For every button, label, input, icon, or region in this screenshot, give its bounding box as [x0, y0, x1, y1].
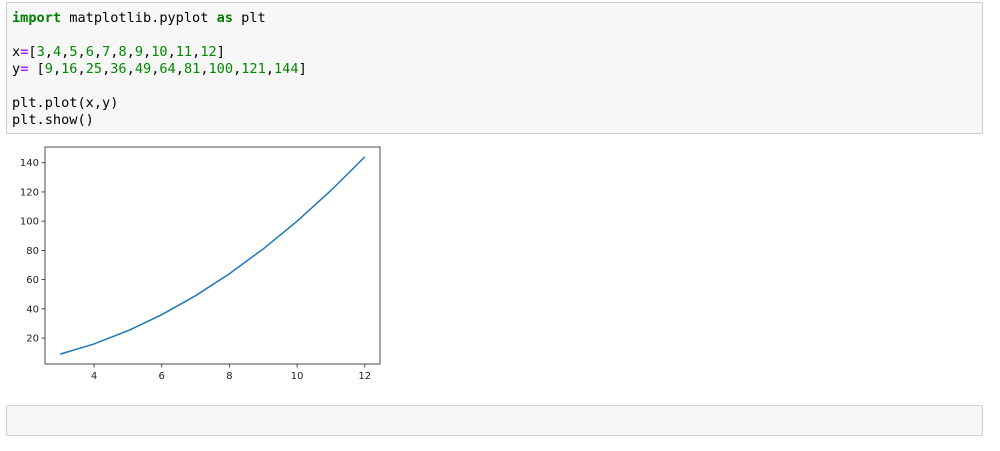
code-token: 9 [134, 44, 143, 60]
series-line [60, 156, 366, 355]
code-line: plt.plot(x,y) [12, 95, 982, 112]
code-token: , [151, 61, 160, 77]
code-token: matplotlib.pyplot [61, 10, 217, 26]
code-token: , [44, 44, 53, 60]
code-token: 25 [85, 61, 103, 77]
code-token: 36 [110, 61, 127, 77]
code-token: 8 [118, 44, 127, 60]
code-editor[interactable]: import matplotlib.pyplot as plt x=[3,4,5,… [7, 3, 982, 129]
code-token: 121 [241, 61, 266, 77]
code-token: [ [28, 44, 37, 60]
code-token: plt [232, 10, 266, 26]
code-token: import [12, 10, 62, 26]
code-token: 100 [208, 61, 234, 77]
x-tick-label: 8 [226, 371, 232, 382]
code-token: ] [216, 44, 225, 60]
line-chart: 4 6 8 10 12 20 40 60 80 100 120 140 [20, 146, 381, 382]
code-token: , [192, 44, 201, 60]
axes-frame [44, 146, 381, 365]
code-token: [ [28, 61, 45, 77]
code-token: = [20, 44, 29, 60]
code-line: y= [9,16,25,36,49,64,81,100,121,144] [12, 61, 982, 78]
y-tick-label: 140 [20, 158, 39, 169]
code-token: plt.plot(x,y) [12, 95, 119, 111]
code-token: , [77, 61, 86, 77]
code-token: ] [298, 61, 307, 77]
code-token: plt.show() [12, 112, 94, 128]
code-token: y [12, 61, 21, 77]
code-token: , [200, 61, 209, 77]
code-token: 3 [36, 44, 45, 60]
code-token: 64 [159, 61, 176, 77]
code-token: 81 [183, 61, 201, 77]
code-token: 9 [44, 61, 53, 77]
empty-code-cell[interactable] [6, 405, 983, 436]
code-line: plt.show() [12, 112, 982, 129]
code-token: , [77, 44, 86, 60]
y-tick-label: 20 [26, 334, 39, 345]
y-tick-label: 120 [20, 187, 39, 198]
code-token: , [233, 61, 242, 77]
code-token: , [175, 61, 184, 77]
code-token: 4 [52, 44, 62, 60]
y-tick-label: 100 [20, 217, 39, 228]
y-tick-label: 80 [26, 246, 39, 257]
y-tick-label: 40 [26, 304, 39, 315]
code-token: x [12, 44, 21, 60]
code-token: , [126, 44, 135, 60]
x-tick-label: 12 [358, 371, 371, 382]
code-token: 7 [102, 44, 111, 60]
code-line: x=[3,4,5,6,7,8,9,10,11,12] [12, 44, 982, 61]
code-token: 12 [200, 44, 217, 60]
code-token: 11 [175, 44, 193, 60]
code-token: , [93, 44, 103, 60]
code-line: import matplotlib.pyplot as plt [12, 10, 982, 27]
x-tick-label: 4 [91, 371, 97, 382]
code-token: , [265, 61, 274, 77]
code-token: 10 [151, 44, 168, 60]
code-token: 5 [69, 44, 78, 60]
code-token: , [102, 61, 111, 77]
code-token: , [52, 61, 62, 77]
code-token: 6 [85, 44, 94, 60]
code-token: , [126, 61, 135, 77]
code-token: = [20, 61, 29, 77]
code-token: 16 [61, 61, 78, 77]
code-token: , [143, 44, 152, 60]
code-token: 144 [274, 61, 299, 77]
code-token: 49 [134, 61, 152, 77]
code-line [12, 27, 982, 44]
code-token: as [216, 10, 233, 26]
code-token: , [167, 44, 176, 60]
x-tick-label: 10 [291, 371, 304, 382]
x-tick-label: 6 [159, 371, 165, 382]
code-cell[interactable]: import matplotlib.pyplot as plt x=[3,4,5,… [6, 2, 983, 134]
code-token: , [110, 44, 119, 60]
code-line [12, 78, 982, 95]
code-token: , [61, 44, 70, 60]
y-tick-label: 60 [26, 275, 39, 286]
